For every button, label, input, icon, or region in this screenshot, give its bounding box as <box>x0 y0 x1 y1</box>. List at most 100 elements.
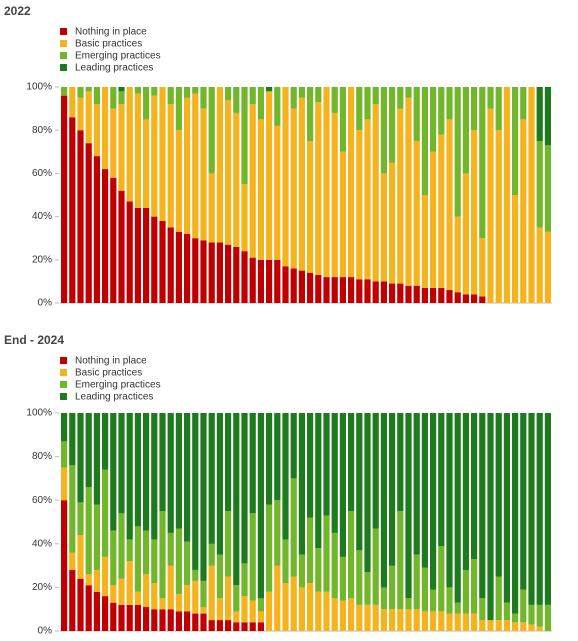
bar-segment <box>512 87 519 195</box>
bar-segment <box>151 413 158 540</box>
bar-segment <box>397 87 404 109</box>
y-tick-label: 0% <box>38 298 53 309</box>
bar-segment <box>102 556 109 597</box>
bar-segment <box>315 87 322 103</box>
bar-segment <box>274 259 281 303</box>
bar-segment <box>315 274 322 303</box>
bar-segment <box>487 413 494 621</box>
bar-segment <box>200 108 207 241</box>
bar-segment <box>315 413 322 549</box>
bar-segment <box>339 600 346 631</box>
bar-segment <box>298 587 305 631</box>
bar-segment <box>266 91 273 260</box>
bar-segment <box>69 87 76 118</box>
bar-segment <box>85 413 92 488</box>
bar-segment <box>413 285 420 303</box>
bar-segment <box>184 97 191 234</box>
bar-segment <box>421 195 428 288</box>
legend-swatch <box>60 357 67 364</box>
bar-segment <box>421 87 428 195</box>
bar-segment <box>454 413 461 603</box>
bar-segment <box>438 545 445 612</box>
bar-segment <box>249 513 256 601</box>
bar-segment <box>356 279 363 303</box>
bar-segment <box>192 93 199 239</box>
bar-segment <box>307 583 314 631</box>
bar-segment <box>167 609 174 631</box>
bar-segment <box>192 238 199 303</box>
bar-segment <box>69 117 76 304</box>
bar-segment <box>233 585 240 612</box>
bar-segment <box>290 478 297 577</box>
bar-segment <box>110 177 117 303</box>
bar-segment <box>356 130 363 280</box>
legend-label: Emerging practices <box>75 51 161 62</box>
bar-segment <box>69 413 76 466</box>
bar-segment <box>61 441 68 468</box>
bar-segment <box>134 604 141 631</box>
bar-segment <box>200 240 207 303</box>
bar-segment <box>323 515 330 592</box>
bar-segment <box>216 87 223 243</box>
bar-segment <box>225 99 232 245</box>
bar-segment <box>290 268 297 303</box>
y-tick-label: 100% <box>26 408 52 419</box>
bar-segment <box>249 104 256 258</box>
bar-segment <box>528 413 535 605</box>
bar-segment <box>225 620 232 631</box>
bar-segment <box>151 583 158 610</box>
bar-segment <box>61 95 68 303</box>
bar-segment <box>462 87 469 174</box>
bar-segment <box>118 104 125 191</box>
bar-segment <box>241 596 248 623</box>
bar-segment <box>257 259 264 303</box>
bar-segment <box>446 119 453 291</box>
bar-segment <box>118 604 125 631</box>
bar-segment <box>364 87 371 120</box>
bar-segment <box>208 87 215 174</box>
bar-segment <box>339 413 346 557</box>
bar-segment <box>364 279 371 303</box>
bar-segment <box>479 413 486 599</box>
bar-segment <box>102 596 109 631</box>
bar-segment <box>544 145 551 232</box>
bar-segment <box>85 574 92 586</box>
bar-segment <box>471 413 478 560</box>
bar-segment <box>544 413 551 605</box>
bar-segment <box>315 102 322 275</box>
bar-segment <box>520 87 527 120</box>
bar-segment <box>175 528 182 594</box>
bar-segment <box>389 283 396 303</box>
bar-segment <box>290 413 297 479</box>
bar-segment <box>110 87 117 109</box>
bar-segment <box>364 572 371 605</box>
legend-label: Emerging practices <box>75 380 161 391</box>
bar-segment <box>93 413 100 505</box>
bar-segment <box>93 156 100 303</box>
bar-segment <box>430 151 437 288</box>
bar-segment <box>290 87 297 109</box>
bar-segment <box>225 511 232 577</box>
bar-segment <box>487 87 494 109</box>
bar-segment <box>61 467 68 501</box>
bar-segment <box>364 604 371 631</box>
bar-segment <box>126 539 133 562</box>
bar-segment <box>274 125 281 260</box>
bar-segment <box>430 611 437 631</box>
bar-segment <box>397 609 404 631</box>
bar-segment <box>200 607 207 614</box>
bar-segment <box>274 87 281 126</box>
bar-segment <box>126 604 133 631</box>
bar-segment <box>110 585 117 603</box>
bar-segment <box>462 173 469 295</box>
bar-segment <box>348 87 355 278</box>
bar-segment <box>421 413 428 568</box>
legend-label: Basic practices <box>75 39 142 50</box>
bar-segment <box>339 277 346 303</box>
bar-segment <box>208 242 215 303</box>
bar-segment <box>356 413 363 551</box>
bar-segment <box>241 87 248 185</box>
bar-segment <box>225 244 232 303</box>
legend-swatch <box>60 369 67 376</box>
